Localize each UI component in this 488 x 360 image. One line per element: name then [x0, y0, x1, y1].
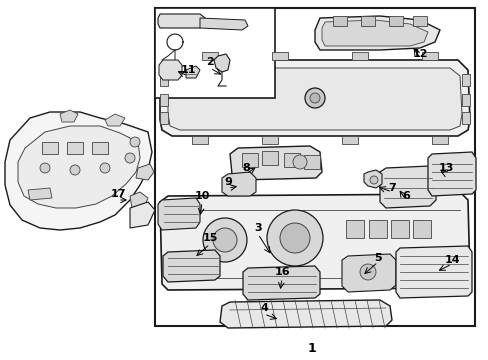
Circle shape: [100, 163, 110, 173]
Polygon shape: [60, 110, 78, 122]
Text: 10: 10: [194, 191, 209, 201]
Circle shape: [203, 218, 246, 262]
Polygon shape: [163, 250, 220, 282]
Polygon shape: [360, 16, 374, 26]
Polygon shape: [388, 16, 402, 26]
Polygon shape: [28, 188, 52, 200]
Polygon shape: [346, 220, 363, 238]
Polygon shape: [427, 152, 475, 196]
Text: 16: 16: [274, 267, 289, 277]
Polygon shape: [412, 16, 426, 26]
Circle shape: [213, 228, 237, 252]
Circle shape: [70, 165, 80, 175]
Polygon shape: [242, 153, 258, 167]
Polygon shape: [18, 126, 140, 208]
Polygon shape: [105, 114, 125, 126]
Circle shape: [125, 153, 135, 163]
Polygon shape: [160, 194, 469, 290]
Polygon shape: [158, 198, 200, 230]
Polygon shape: [214, 54, 229, 72]
Circle shape: [40, 163, 50, 173]
Polygon shape: [363, 170, 381, 188]
Polygon shape: [461, 74, 469, 86]
Text: 14: 14: [443, 255, 459, 265]
Polygon shape: [332, 16, 346, 26]
Polygon shape: [160, 112, 168, 124]
Text: 12: 12: [411, 49, 427, 59]
Polygon shape: [431, 136, 447, 144]
Circle shape: [292, 155, 306, 169]
Polygon shape: [42, 142, 58, 154]
Polygon shape: [390, 220, 408, 238]
Polygon shape: [136, 164, 154, 180]
Circle shape: [130, 137, 140, 147]
Circle shape: [309, 93, 319, 103]
Circle shape: [305, 88, 325, 108]
Polygon shape: [160, 74, 168, 86]
Text: 17: 17: [110, 189, 125, 199]
Polygon shape: [262, 151, 278, 165]
Text: 15: 15: [202, 233, 217, 243]
Polygon shape: [395, 246, 471, 298]
Polygon shape: [222, 172, 256, 196]
Text: 13: 13: [437, 163, 453, 173]
Polygon shape: [461, 94, 469, 106]
Polygon shape: [262, 136, 278, 144]
Polygon shape: [67, 142, 83, 154]
Polygon shape: [220, 300, 391, 328]
Polygon shape: [351, 52, 367, 60]
Polygon shape: [229, 146, 321, 180]
Polygon shape: [160, 94, 168, 106]
Text: 11: 11: [180, 65, 195, 75]
Circle shape: [280, 223, 309, 253]
Polygon shape: [379, 166, 435, 208]
Polygon shape: [461, 112, 469, 124]
Polygon shape: [200, 18, 247, 30]
Polygon shape: [92, 142, 108, 154]
Polygon shape: [130, 202, 155, 228]
Polygon shape: [304, 155, 319, 169]
Polygon shape: [5, 112, 152, 230]
Polygon shape: [159, 60, 182, 80]
Text: 9: 9: [224, 177, 231, 187]
Bar: [155, 8, 474, 326]
Text: 1: 1: [307, 342, 316, 355]
Polygon shape: [192, 136, 207, 144]
Text: 8: 8: [242, 163, 249, 173]
Circle shape: [369, 176, 377, 184]
Polygon shape: [321, 20, 427, 46]
Polygon shape: [130, 192, 148, 208]
Polygon shape: [243, 266, 319, 300]
Text: 4: 4: [260, 303, 267, 313]
Circle shape: [266, 210, 323, 266]
Circle shape: [359, 264, 375, 280]
Polygon shape: [158, 14, 204, 28]
Polygon shape: [271, 52, 287, 60]
Bar: [155, 8, 274, 98]
Text: 5: 5: [373, 253, 381, 263]
Polygon shape: [412, 220, 430, 238]
Polygon shape: [368, 220, 386, 238]
Polygon shape: [160, 60, 469, 136]
Polygon shape: [341, 254, 395, 292]
Text: 3: 3: [254, 223, 261, 233]
Text: 2: 2: [206, 57, 213, 67]
Text: 6: 6: [401, 191, 409, 201]
Polygon shape: [185, 66, 200, 78]
Polygon shape: [284, 153, 299, 167]
Polygon shape: [421, 52, 437, 60]
Polygon shape: [314, 16, 439, 50]
Polygon shape: [202, 52, 218, 60]
Polygon shape: [341, 136, 357, 144]
Text: 7: 7: [387, 183, 395, 193]
Polygon shape: [168, 68, 461, 130]
